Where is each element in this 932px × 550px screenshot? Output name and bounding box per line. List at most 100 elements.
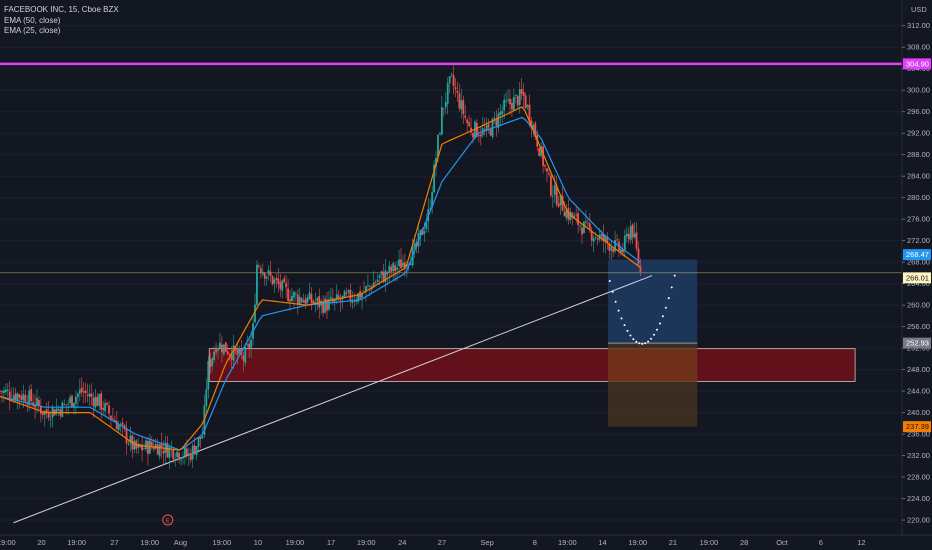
candle-body: [326, 299, 328, 311]
candle-body: [129, 435, 132, 444]
candle-body: [47, 411, 50, 418]
candle-body: [466, 119, 469, 124]
candle-body: [302, 300, 305, 303]
candle-body: [0, 390, 1, 392]
candle-body: [80, 387, 83, 393]
candle-body: [330, 297, 332, 300]
candle-body: [306, 297, 309, 303]
candle-body: [257, 265, 260, 267]
candle-body: [351, 300, 354, 304]
candle-body: [78, 389, 81, 394]
candle-body: [620, 249, 622, 253]
candle-body: [55, 408, 58, 415]
time-tick-label: 19:00: [628, 538, 647, 547]
candle-body: [542, 146, 544, 166]
entry-tag-bg: [903, 337, 931, 349]
candle-body: [476, 122, 478, 137]
candle-body: [234, 347, 237, 351]
price-tick-label: 296.00: [907, 107, 930, 116]
candle-body: [437, 134, 439, 157]
candle-body: [108, 405, 110, 414]
candle-body: [439, 133, 441, 135]
candle-body: [396, 267, 398, 270]
candle-body: [209, 359, 212, 368]
candle-body: [28, 390, 31, 406]
price-tick-label: 280.00: [907, 193, 930, 202]
candle-body: [573, 215, 576, 218]
price-tick-label: 228.00: [907, 473, 930, 482]
candle-body: [69, 397, 71, 404]
candle-body: [285, 283, 288, 288]
candle-body: [166, 443, 169, 458]
candle-body: [470, 127, 472, 133]
projection-dot: [653, 333, 656, 336]
candle-body: [468, 122, 471, 127]
candle-body: [345, 293, 348, 294]
candle-body: [610, 247, 613, 251]
candle-body: [283, 278, 286, 283]
candle-body: [516, 96, 519, 106]
candle-body: [382, 272, 385, 282]
candles: [0, 64, 642, 470]
candle-body: [553, 185, 556, 196]
legend-title[interactable]: FACEBOOK INC, 15, Cboe BZX: [4, 5, 119, 14]
candle-body: [96, 396, 99, 406]
candle-body: [604, 236, 607, 242]
candle-body: [195, 445, 198, 456]
candle-body: [444, 102, 447, 108]
candle-body: [413, 243, 416, 248]
demand-zone[interactable]: [208, 348, 856, 382]
projection-dot: [664, 306, 667, 309]
candle-body: [296, 294, 299, 304]
last-price-tag-label: 266.01: [906, 273, 929, 282]
candle-body: [271, 276, 274, 285]
candle-body: [614, 240, 617, 252]
ema25-line: [0, 106, 641, 451]
time-axis[interactable]: 19:00 20 19:00 27 19:00 Aug 19:00 10 19:00 17 19:0…: [0, 534, 932, 550]
price-tick-label: 272.00: [907, 236, 930, 245]
candle-body: [61, 402, 64, 418]
candle-body: [503, 99, 506, 111]
candle-body: [511, 102, 513, 110]
candle-body: [462, 100, 465, 115]
candle-body: [217, 348, 219, 351]
currency-label[interactable]: USD: [911, 5, 927, 14]
candle-body: [8, 391, 11, 399]
candle-body: [312, 300, 315, 303]
target-box[interactable]: [607, 259, 698, 344]
candle-body: [152, 445, 155, 450]
stop-tag-label: 237.39: [906, 422, 929, 431]
candle-body: [310, 294, 313, 303]
candle-body: [112, 418, 114, 420]
candle-body: [150, 441, 153, 446]
candle-body: [376, 279, 379, 282]
legend-ema50[interactable]: EMA (50, close): [4, 15, 61, 25]
candle-body: [92, 397, 95, 407]
candle-body: [57, 408, 60, 411]
candle-body: [520, 88, 523, 94]
earnings-marker[interactable]: E: [162, 514, 174, 526]
projection-dot: [632, 338, 635, 341]
candle-body: [571, 212, 574, 218]
candle-body: [207, 360, 210, 390]
candle-body: [294, 293, 297, 295]
candle-body: [384, 270, 387, 282]
candle-body: [154, 444, 157, 449]
projection-dot: [650, 337, 653, 340]
candle-body: [493, 117, 496, 119]
last-price-tag-bg: [903, 272, 931, 284]
legend-ema25[interactable]: EMA (25, close): [4, 26, 61, 35]
ema-blue-tag: 268.47: [903, 249, 931, 261]
box-zone-overlap: [607, 348, 698, 382]
candle-body: [622, 249, 624, 253]
candle-body: [602, 234, 605, 241]
projection-curve[interactable]: [608, 274, 676, 345]
candle-body: [289, 299, 291, 302]
trendline[interactable]: [13, 275, 653, 524]
candle-body: [178, 452, 180, 460]
stop-tag: 237.39: [903, 421, 931, 433]
candle-body: [65, 404, 68, 406]
candle-body: [180, 459, 182, 461]
candle-body: [224, 342, 227, 352]
